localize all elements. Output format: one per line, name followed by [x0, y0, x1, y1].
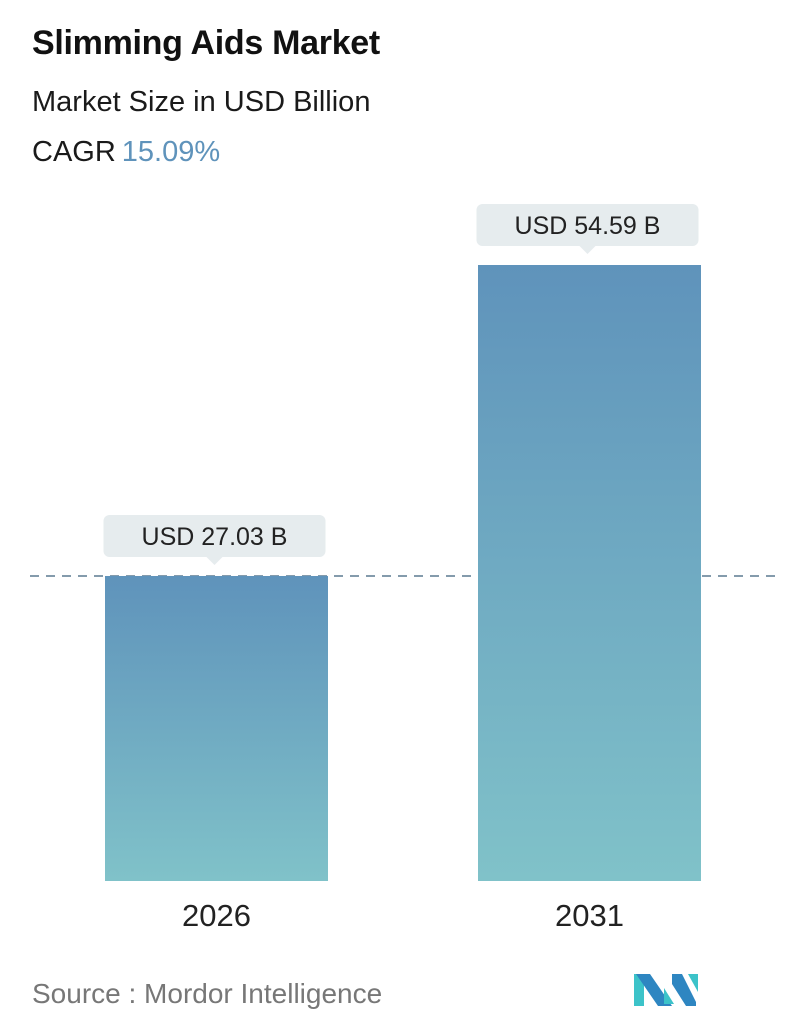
source-text: Source : Mordor Intelligence: [32, 978, 383, 1009]
data-label: USD 54.59 B: [515, 212, 661, 240]
x-tick-label: 2026: [182, 898, 251, 933]
x-tick-label: 2031: [555, 898, 624, 933]
cagr-value: 15.09%: [121, 136, 221, 168]
bar-2026: [105, 575, 328, 881]
data-label-pointer: [579, 246, 596, 254]
data-label-box: [476, 204, 699, 246]
chart-subtitle: Market Size in USD Billion: [32, 86, 371, 118]
data-label-pointer: [206, 556, 223, 565]
cagr-label: CAGR: [32, 136, 116, 168]
mordor-intelligence-logo: [634, 974, 698, 1006]
data-label-box: [103, 514, 326, 557]
data-label: USD 27.03 B: [142, 523, 288, 551]
bar-chart: USD 27.03 B 2026 USD 54.59 B 2031: [30, 204, 780, 933]
chart-title: Slimming Aids Market: [32, 24, 380, 62]
cagr: CAGR 15.09%: [32, 136, 220, 169]
bar-2031: [478, 265, 701, 881]
